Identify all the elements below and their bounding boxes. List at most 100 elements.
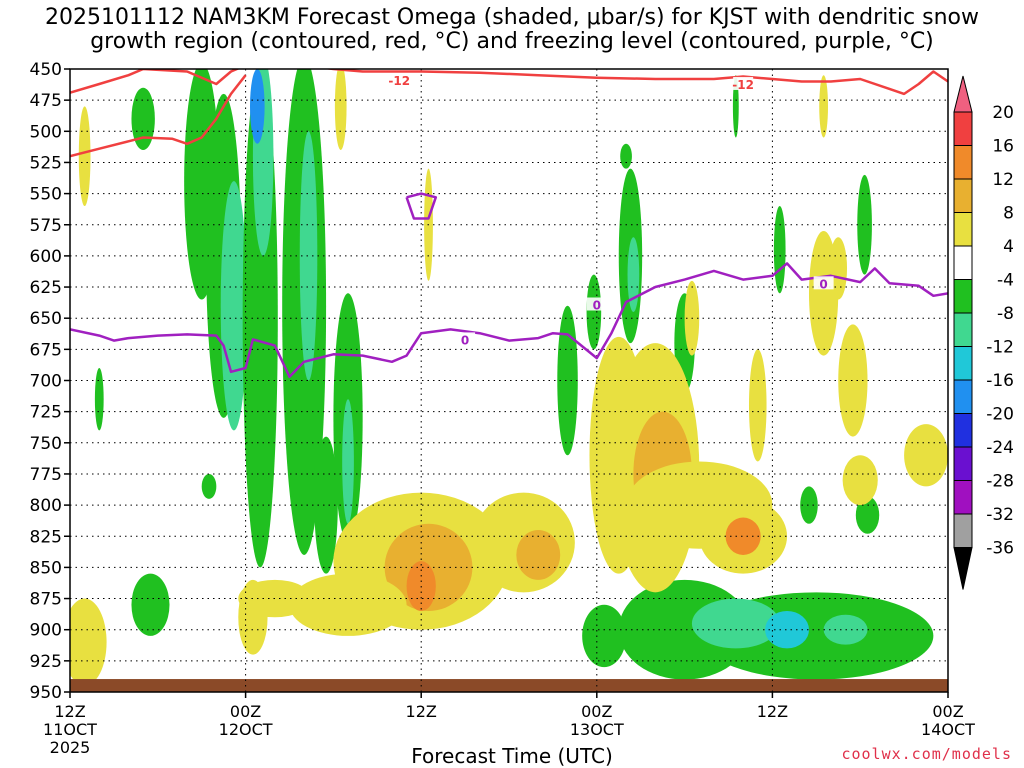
omega-blob-15: [557, 305, 578, 456]
y-tick-label-725: 725: [30, 403, 62, 423]
omega-blob-53: [838, 324, 868, 437]
omega-blob-3: [220, 181, 248, 431]
colorbar-segment-12: [953, 480, 973, 515]
x-tick-label-0-3: 2025: [50, 738, 91, 757]
omega-blob-55: [904, 424, 948, 487]
terrain-rect: [70, 679, 948, 692]
dgz-label-2-bg: [733, 76, 754, 90]
colorbar-segment-7: [953, 312, 973, 347]
dgz-contour-upper: [70, 69, 948, 96]
omega-blob-50: [78, 106, 91, 207]
y-tick-label-875: 875: [30, 590, 62, 610]
omega-blob-22: [773, 206, 786, 294]
credit-text: coolwx.com/models: [841, 745, 1012, 763]
colorbar-label-9: -20: [986, 405, 1014, 425]
colorbar-label-13: -36: [986, 539, 1014, 559]
y-tick-label-950: 950: [30, 683, 62, 703]
y-tick-label-800: 800: [30, 496, 62, 516]
colorbar-segment-4: [953, 212, 973, 247]
dgz-label-2: -12: [732, 78, 754, 92]
colorbar-segment-3: [953, 178, 973, 213]
omega-blob-29: [691, 598, 780, 649]
y-tick-label-775: 775: [30, 465, 62, 485]
freezing-label-2-bg: [813, 276, 834, 290]
omega-blob-36: [516, 530, 561, 580]
x-tick-label-36-1: 00Z: [581, 702, 612, 721]
omega-blob-49: [334, 69, 347, 150]
freezing-level-contour: [70, 262, 948, 379]
x-tick-label-36-2: 13OCT: [570, 720, 624, 739]
colorbar-segment-11: [953, 446, 973, 481]
freezing-level-loop: [405, 192, 438, 220]
omega-blob-46: [238, 579, 268, 655]
y-tick-label-850: 850: [30, 558, 62, 578]
colorbar-segment-5: [953, 245, 973, 280]
freezing-label-2: 0: [819, 277, 827, 291]
y-tick-label-900: 900: [30, 621, 62, 641]
omega-blob-16: [586, 274, 602, 350]
omega-blob-24: [855, 496, 880, 534]
y-axis: 450 475 500 525 550 575 600 625 650 675 700 725 750 7…: [30, 60, 70, 703]
y-tick-label-525: 525: [30, 153, 62, 173]
colorbar-label-8: -16: [986, 371, 1014, 391]
terrain-fill: [70, 679, 948, 692]
y-tick-label-825: 825: [30, 527, 62, 547]
y-tick-label-450: 450: [30, 60, 62, 80]
colorbar-bottom-arrow: [953, 547, 973, 590]
grid-lines: [70, 69, 948, 692]
y-tick-label-475: 475: [30, 91, 62, 111]
x-tick-label-12-1: 00Z: [230, 702, 261, 721]
y-tick-label-575: 575: [30, 216, 62, 236]
omega-blob-43: [725, 517, 761, 555]
colorbar-label-3: 8: [1003, 204, 1014, 224]
omega-blob-14: [131, 573, 170, 636]
omega-blob-11: [314, 436, 338, 574]
x-tick-label-0-2: 11OCT: [43, 720, 97, 739]
y-tick-label-550: 550: [30, 185, 62, 205]
omega-blob-47: [70, 598, 107, 686]
y-tick-label-600: 600: [30, 247, 62, 267]
freezing-label-3-bg: [586, 297, 607, 311]
omega-blob-54: [842, 455, 878, 506]
y-tick-label-675: 675: [30, 340, 62, 360]
omega-blob-44: [289, 573, 407, 636]
omega-blob-6: [249, 69, 265, 144]
x-tick-label-60-1: 00Z: [932, 702, 963, 721]
x-tick-label-24-1: 12Z: [406, 702, 437, 721]
colorbar-label-4: 4: [1003, 237, 1014, 257]
colorbar-label-11: -28: [986, 472, 1014, 492]
omega-blob-10: [342, 399, 354, 524]
dgz-label-1: -12: [388, 74, 410, 88]
omega-blob-0: [131, 87, 155, 150]
x-tick-label-60-2: 14OCT: [921, 720, 975, 739]
colorbar: 20 16 12 8 4 -4 -8 -12 -16 -20 -24 -28 -32 -36: [953, 75, 1014, 590]
colorbar-segment-1: [953, 111, 973, 146]
colorbar-label-12: -32: [986, 505, 1014, 525]
colorbar-label-2: 12: [992, 170, 1014, 190]
y-tick-label-700: 700: [30, 372, 62, 392]
omega-blob-25: [800, 486, 818, 524]
omega-blob-20: [732, 75, 739, 138]
colorbar-label-7: -12: [986, 338, 1014, 358]
omega-blob-56: [819, 75, 829, 138]
omega-blob-21: [857, 174, 872, 275]
omega-blob-12: [94, 368, 104, 431]
x-tick-label-0-1: 12Z: [54, 702, 85, 721]
x-tick-label-12-2: 12OCT: [219, 720, 273, 739]
omega-blob-23: [620, 143, 632, 169]
colorbar-label-5: -4: [997, 271, 1014, 291]
dgz-label-1-bg: [389, 73, 410, 87]
colorbar-segment-6: [953, 279, 973, 314]
colorbar-segment-9: [953, 379, 973, 414]
omega-blob-13: [201, 473, 217, 499]
omega-blob-30: [765, 611, 809, 649]
colorbar-label-0: 20: [992, 103, 1014, 123]
colorbar-top-arrow: [953, 75, 973, 113]
chart-title-line2: growth region (contoured, red, °C) and f…: [90, 29, 934, 54]
omega-blob-18: [627, 237, 640, 312]
omega-blob-57: [748, 349, 767, 462]
y-tick-label-750: 750: [30, 434, 62, 454]
freezing-label-1-bg: [455, 332, 476, 346]
